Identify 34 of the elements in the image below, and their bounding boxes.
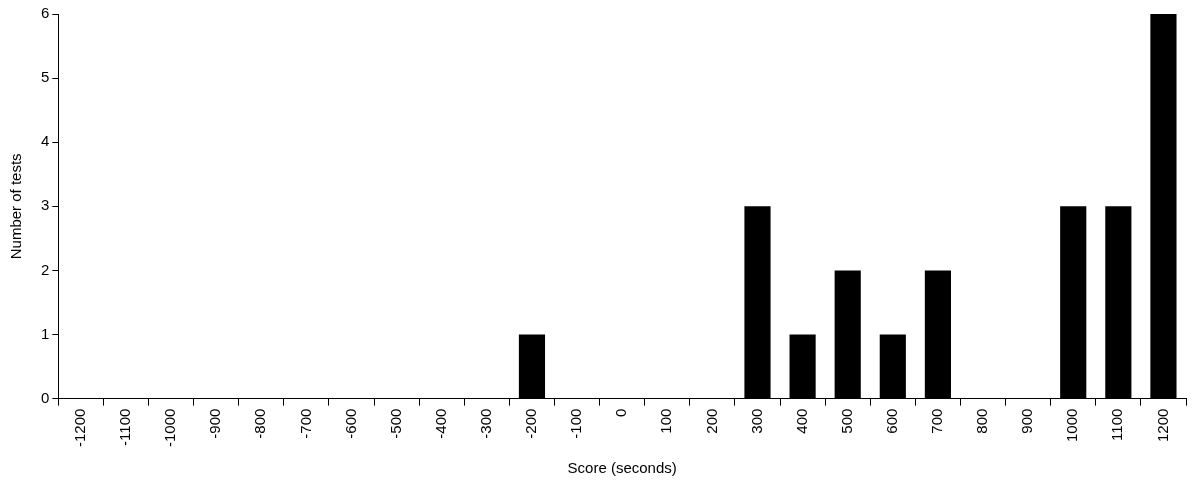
x-tick-label: 900 (1018, 408, 1036, 434)
x-tick-label: -200 (522, 408, 540, 439)
x-tick-label: -1200 (71, 408, 89, 448)
x-tick-label: 500 (837, 408, 855, 434)
y-tick-label: 3 (41, 196, 50, 214)
y-tick-label: 2 (41, 260, 50, 278)
x-tick-label: 400 (792, 408, 810, 434)
x-tick-label: -300 (476, 408, 494, 439)
y-tick-label: 1 (41, 324, 50, 342)
x-tick-label: 1100 (1108, 408, 1126, 441)
x-tick-label: -500 (386, 408, 404, 439)
x-tick-label: 700 (928, 408, 946, 434)
y-tick-label: 5 (41, 68, 50, 86)
x-tick-label: 1000 (1063, 408, 1081, 443)
x-tick-label: -400 (431, 408, 449, 439)
x-tick-label: 0 (612, 408, 630, 417)
x-tick-label: -800 (251, 408, 269, 439)
x-tick-label: -1000 (161, 408, 179, 448)
x-tick-label: -600 (341, 408, 359, 439)
x-tick-label: 800 (973, 408, 991, 434)
x-tick-label: -700 (296, 408, 314, 439)
y-axis-title: Number of tests (7, 153, 25, 260)
x-tick-label: 1200 (1153, 408, 1171, 443)
x-axis-title: Score (seconds) (567, 459, 677, 477)
x-tick-label: -900 (206, 408, 224, 439)
x-tick-label: 300 (747, 408, 765, 434)
x-tick-label: -1100 (116, 408, 134, 446)
x-tick-label: 100 (657, 408, 675, 434)
y-tick-label: 6 (41, 4, 50, 22)
x-tick-label: -100 (567, 408, 585, 439)
x-tick-label: 600 (882, 408, 900, 434)
y-tick-label: 4 (41, 132, 50, 150)
y-tick-label: 0 (41, 388, 50, 406)
x-tick-label: 200 (702, 408, 720, 434)
